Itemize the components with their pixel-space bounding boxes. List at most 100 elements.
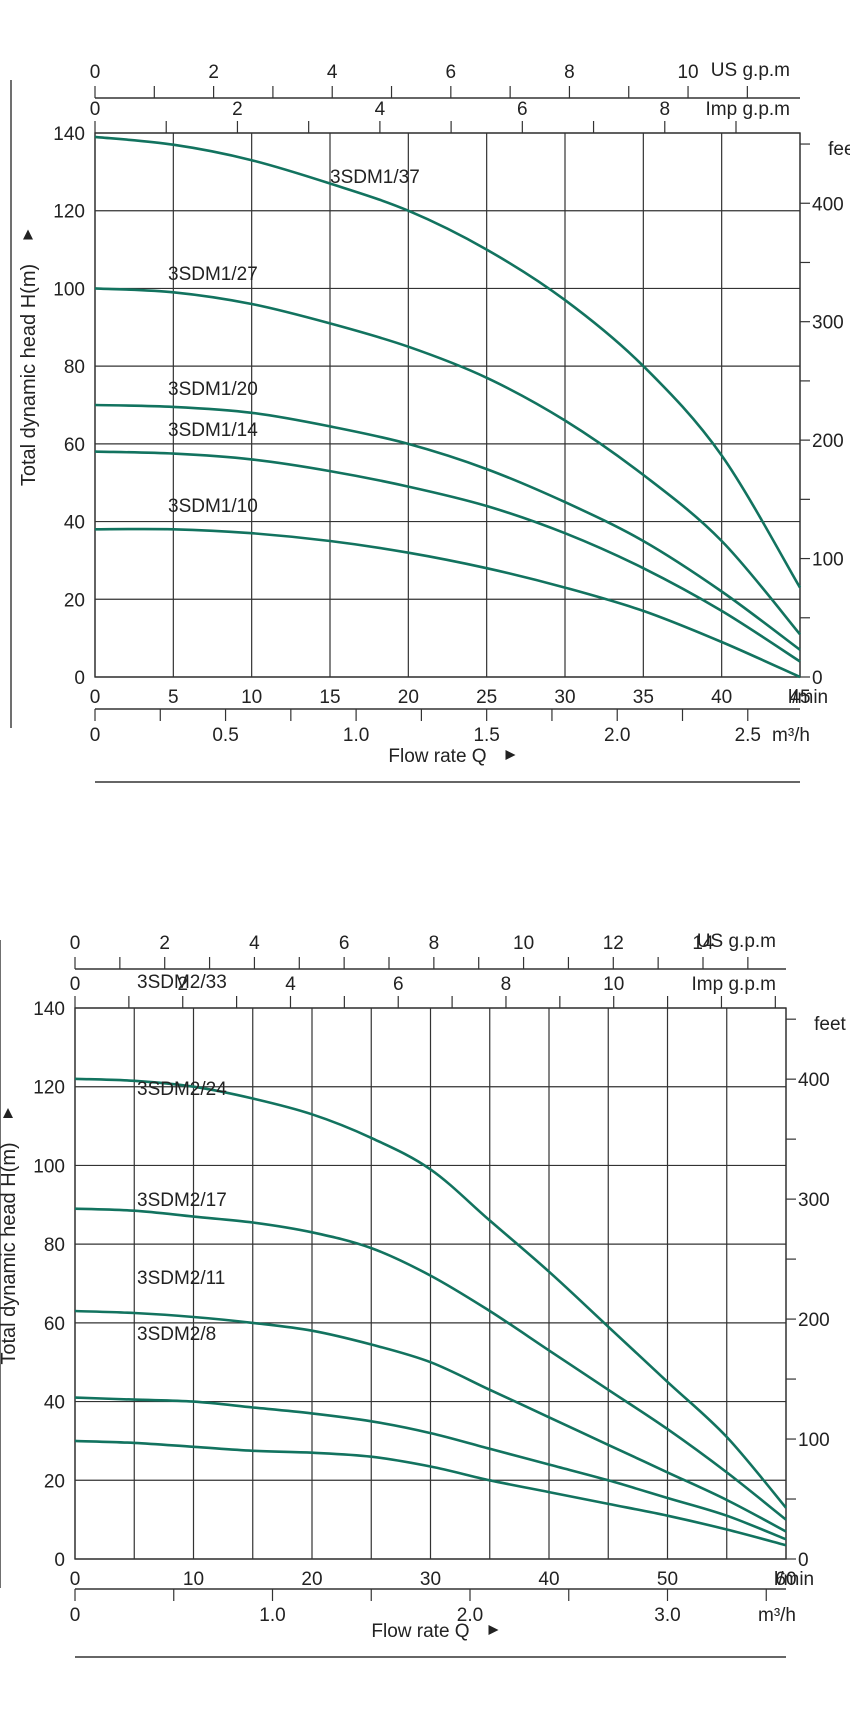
x-axis-arrow-icon: [489, 1625, 499, 1635]
x-unit-m3h: m³/h: [772, 725, 810, 746]
x-tick-label-lmin: 10: [241, 687, 262, 708]
right-axis-tick-label: 400: [812, 194, 844, 215]
imp-gpm-tick-label: 10: [603, 974, 624, 995]
imp-gpm-tick-label: 4: [285, 974, 296, 995]
x-unit-m3h: m³/h: [758, 1605, 796, 1626]
x-unit-lmin: l/min: [774, 1569, 814, 1590]
y-tick-label: 140: [33, 999, 65, 1020]
right-axis-unit: feet: [814, 1014, 846, 1035]
y-axis-title: Total dynamic head H(m): [18, 264, 40, 486]
x-tick-label-lmin: 0: [90, 687, 101, 708]
y-tick-label: 60: [44, 1314, 65, 1335]
right-axis-tick-label: 100: [798, 1430, 830, 1451]
us-gpm-unit: US g.p.m: [711, 60, 790, 81]
x-tick-label-lmin: 40: [538, 1569, 559, 1590]
series-label: 3SDM1/27: [168, 264, 258, 285]
x-tick-label-m3h: 1.0: [343, 725, 369, 746]
series-label: 3SDM2/17: [137, 1190, 227, 1211]
x-tick-label-lmin: 30: [420, 1569, 441, 1590]
imp-gpm-tick-label: 2: [232, 99, 243, 120]
y-tick-label: 60: [64, 435, 85, 456]
us-gpm-tick-label: 2: [159, 933, 170, 954]
x-tick-label-lmin: 5: [168, 687, 179, 708]
y-tick-label: 120: [53, 202, 85, 223]
x-tick-label-m3h: 0: [70, 1605, 81, 1626]
x-tick-label-m3h: 3.0: [654, 1605, 680, 1626]
series-line-3sdm1-10: [95, 529, 800, 677]
us-gpm-tick-label: 2: [208, 62, 219, 83]
series-label: 3SDM1/10: [168, 496, 258, 517]
y-tick-label: 100: [33, 1156, 65, 1177]
us-gpm-tick-label: 10: [513, 933, 534, 954]
y-tick-label: 20: [44, 1471, 65, 1492]
y-tick-label: 100: [53, 279, 85, 300]
y-tick-label: 0: [74, 668, 85, 689]
imp-gpm-tick-label: 8: [659, 99, 670, 120]
y-axis-arrow-icon: [23, 230, 33, 240]
x-tick-label-m3h: 2.0: [604, 725, 630, 746]
imp-gpm-tick-label: 8: [501, 974, 512, 995]
x-unit-lmin: l/min: [788, 687, 828, 708]
series-label: 3SDM1/37: [330, 167, 420, 188]
x-tick-label-lmin: 10: [183, 1569, 204, 1590]
x-tick-label-lmin: 50: [657, 1569, 678, 1590]
right-axis-tick-label: 400: [798, 1070, 830, 1091]
x-axis-title: Flow rate Q: [371, 1621, 469, 1642]
y-tick-label: 80: [44, 1235, 65, 1256]
y-tick-label: 0: [54, 1550, 65, 1571]
us-gpm-unit: US g.p.m: [697, 931, 776, 952]
us-gpm-tick-label: 8: [429, 933, 440, 954]
series-label: 3SDM1/20: [168, 379, 258, 400]
series-label: 3SDM2/8: [137, 1324, 216, 1345]
x-tick-label-lmin: 20: [301, 1569, 322, 1590]
x-axis-title: Flow rate Q: [388, 746, 486, 767]
y-tick-label: 20: [64, 590, 85, 611]
x-tick-label-lmin: 20: [398, 687, 419, 708]
right-axis-tick-label: 300: [812, 313, 844, 334]
series-label: 3SDM2/24: [137, 1079, 227, 1100]
x-tick-label-m3h: 0.5: [212, 725, 238, 746]
us-gpm-tick-label: 4: [249, 933, 260, 954]
imp-gpm-unit: Imp g.p.m: [706, 99, 790, 120]
us-gpm-tick-label: 0: [70, 933, 81, 954]
x-tick-label-lmin: 35: [633, 687, 654, 708]
us-gpm-tick-label: 0: [90, 62, 101, 83]
y-axis-arrow-icon: [3, 1108, 13, 1118]
us-gpm-tick-label: 12: [603, 933, 624, 954]
x-tick-label-m3h: 1.5: [473, 725, 499, 746]
y-tick-label: 120: [33, 1078, 65, 1099]
series-label: 3SDM2/33: [137, 972, 227, 993]
us-gpm-tick-label: 10: [677, 62, 698, 83]
y-tick-label: 80: [64, 357, 85, 378]
x-tick-label-lmin: 0: [70, 1569, 81, 1590]
right-axis-unit: feet: [828, 139, 850, 160]
right-axis-tick-label: 200: [812, 431, 844, 452]
imp-gpm-tick-label: 6: [393, 974, 404, 995]
series-label: 3SDM1/14: [168, 420, 258, 441]
y-tick-label: 40: [64, 513, 85, 534]
right-axis-tick-label: 100: [812, 550, 844, 571]
right-axis-tick-label: 200: [798, 1310, 830, 1331]
pump-curve-chart-3sdm2: 020406080100120140Total dynamic head H(m…: [0, 860, 850, 1719]
right-axis-tick-label: 300: [798, 1190, 830, 1211]
series-label: 3SDM2/11: [137, 1268, 225, 1289]
series-line-3sdm1-20: [95, 405, 800, 650]
y-axis-title: Total dynamic head H(m): [0, 1142, 20, 1364]
x-tick-label-m3h: 0: [90, 725, 101, 746]
right-axis-tick-label: 0: [798, 1550, 809, 1571]
imp-gpm-unit: Imp g.p.m: [692, 974, 776, 995]
x-tick-label-lmin: 40: [711, 687, 732, 708]
x-tick-label-lmin: 15: [319, 687, 340, 708]
imp-gpm-tick-label: 4: [375, 99, 386, 120]
x-tick-label-m3h: 1.0: [259, 1605, 285, 1626]
x-tick-label-lmin: 25: [476, 687, 497, 708]
us-gpm-tick-label: 6: [339, 933, 350, 954]
us-gpm-tick-label: 4: [327, 62, 338, 83]
us-gpm-tick-label: 8: [564, 62, 575, 83]
x-tick-label-lmin: 30: [554, 687, 575, 708]
imp-gpm-tick-label: 0: [90, 99, 101, 120]
us-gpm-tick-label: 6: [446, 62, 457, 83]
imp-gpm-tick-label: 6: [517, 99, 528, 120]
series-line-3sdm1-27: [95, 288, 800, 634]
